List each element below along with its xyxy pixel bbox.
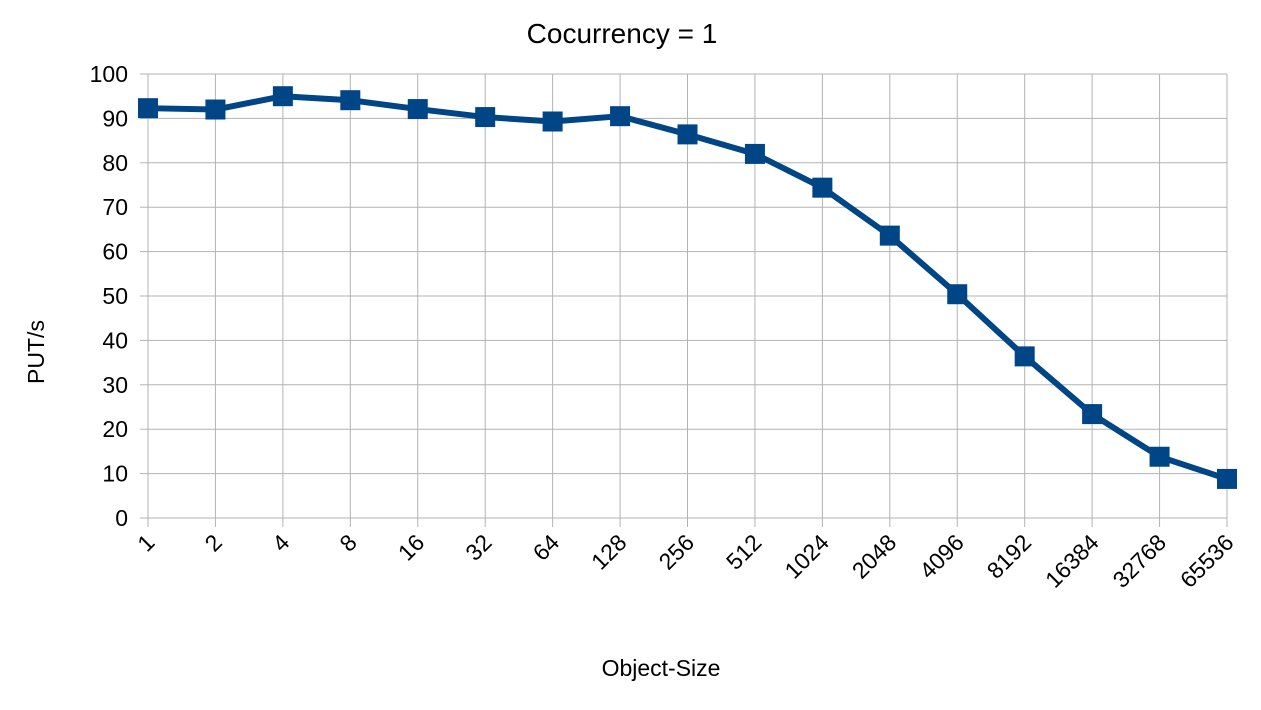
data-point-marker: [205, 99, 226, 120]
y-tick-label: 10: [102, 461, 128, 487]
data-point-marker: [744, 143, 765, 164]
data-point-marker: [542, 111, 563, 132]
data-point-marker: [407, 99, 428, 120]
x-tick-label: 32: [460, 529, 496, 565]
x-tick-label: 65536: [1175, 529, 1239, 593]
x-tick-label: 512: [721, 529, 767, 575]
y-tick-labels: 0 10 20 30 40 50 60 70 80 90 100: [90, 61, 128, 531]
data-point-marker: [138, 98, 158, 119]
data-point-marker: [1082, 404, 1103, 425]
x-tick-labels: 1 2 4 8 16 32 64 128 256 512 1024 2048 4096 8192 16384…: [132, 529, 1238, 593]
x-tick-label: 4096: [914, 529, 969, 584]
y-axis-label: PUT/s: [23, 320, 49, 384]
x-tick-label: 1024: [779, 529, 834, 584]
y-tick-label: 50: [102, 283, 128, 309]
axes: [140, 73, 1228, 527]
y-tick-label: 40: [102, 327, 128, 353]
y-tick-label: 30: [102, 372, 128, 398]
x-tick-label: 32768: [1107, 529, 1171, 593]
y-tick-label: 80: [102, 150, 128, 176]
series-layer: [138, 86, 1237, 489]
y-tick-label: 90: [102, 105, 128, 131]
data-point-marker: [475, 107, 496, 128]
data-point-marker: [610, 106, 631, 127]
x-tick-label: 2: [200, 529, 227, 556]
data-point-marker: [1149, 446, 1170, 467]
data-point-marker: [947, 284, 968, 305]
data-point-marker: [879, 225, 900, 246]
x-tick-label: 8192: [982, 529, 1037, 584]
data-point-marker: [1217, 468, 1237, 489]
y-tick-label: 100: [90, 61, 128, 87]
y-tick-label: 70: [102, 194, 128, 220]
x-tick-label: 16: [393, 529, 429, 565]
x-tick-label: 16384: [1040, 529, 1104, 593]
y-tick-label: 20: [102, 416, 128, 442]
y-tick-label: 0: [115, 505, 128, 531]
x-tick-label: 256: [654, 529, 700, 575]
chart-title: Cocurrency = 1: [527, 18, 718, 49]
data-point-marker: [677, 124, 698, 145]
x-tick-label: 128: [586, 529, 632, 575]
data-point-marker: [1014, 346, 1035, 367]
x-tick-label: 2048: [847, 529, 902, 584]
x-axis-label: Object-Size: [602, 655, 721, 681]
y-tick-label: 60: [102, 239, 128, 265]
data-point-marker: [340, 90, 361, 111]
data-point-marker: [812, 177, 833, 198]
x-tick-label: 4: [267, 529, 295, 557]
x-tick-label: 8: [334, 529, 361, 556]
data-point-marker: [272, 86, 293, 107]
x-tick-label: 64: [528, 529, 565, 566]
x-tick-label: 1: [132, 529, 159, 556]
